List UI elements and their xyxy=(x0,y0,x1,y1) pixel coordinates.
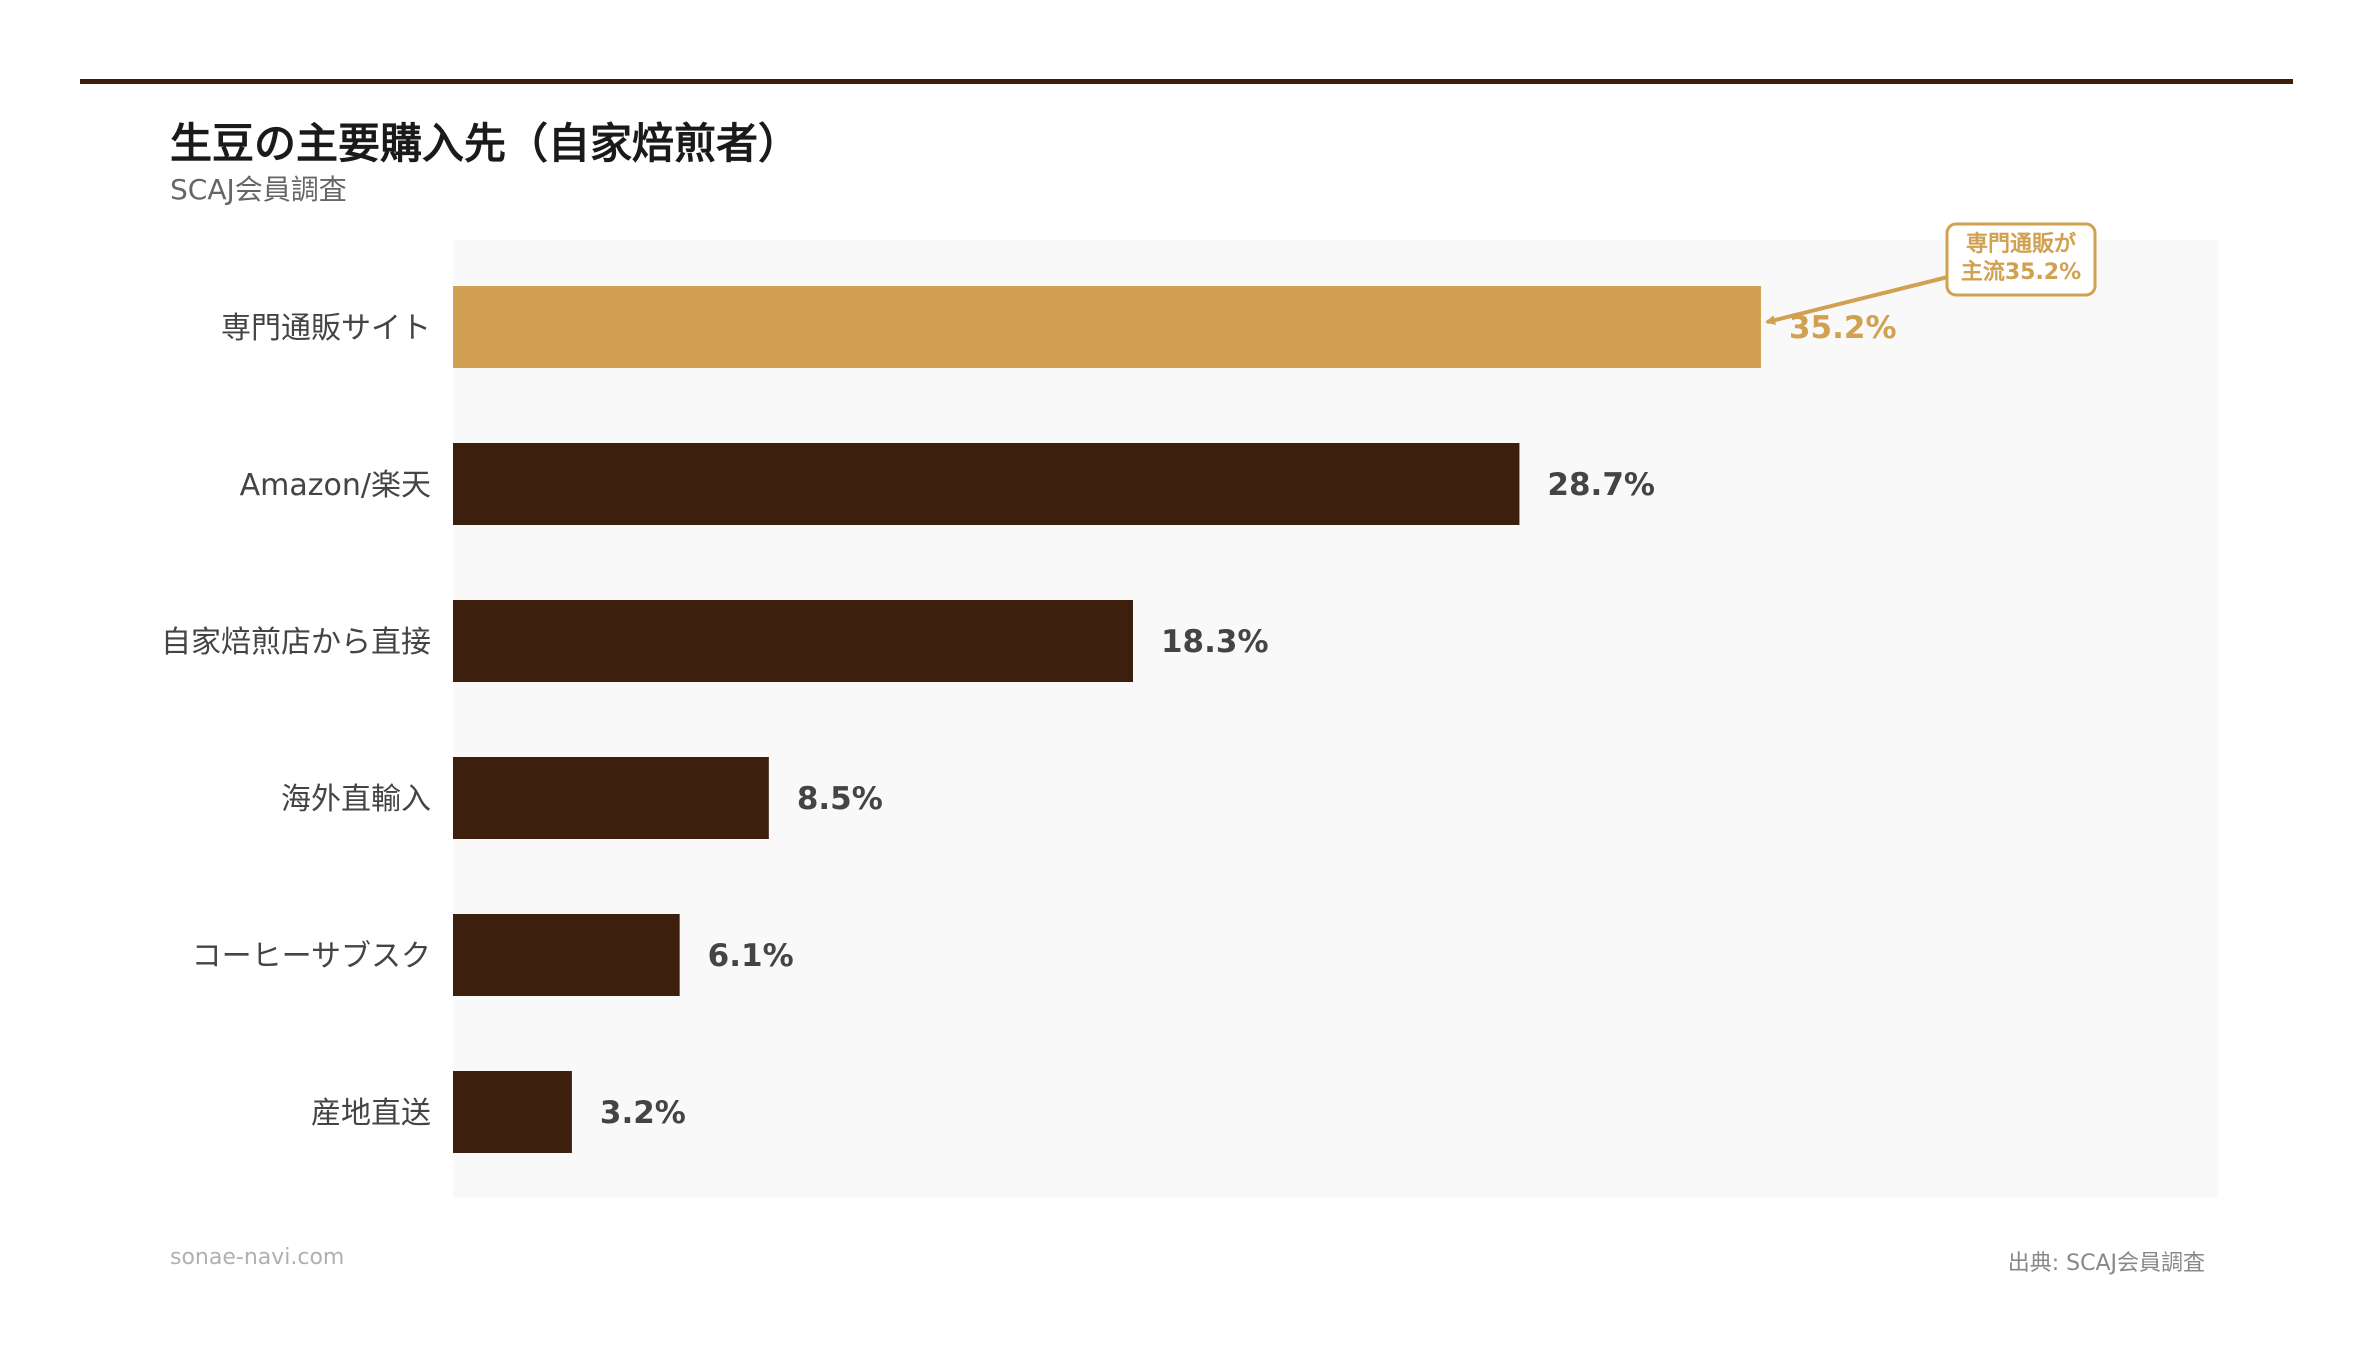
value-label-5: 3.2% xyxy=(600,1095,686,1131)
value-label-1: 28.7% xyxy=(1547,467,1655,503)
value-label-0: 35.2% xyxy=(1789,310,1897,346)
callout-arrow xyxy=(1765,275,1949,325)
category-label-3: 海外直輸入 xyxy=(281,782,431,817)
callout-line-1: 専門通販が xyxy=(1966,231,2076,257)
source-note: 出典: SCAJ会員調査 xyxy=(2007,1251,2205,1276)
bar-5 xyxy=(453,1071,572,1153)
callout-box xyxy=(1945,222,2097,297)
bar-0 xyxy=(453,286,1761,368)
bar-3 xyxy=(453,757,769,839)
bar-4 xyxy=(453,914,680,996)
value-label-3: 8.5% xyxy=(797,781,883,817)
chart-subtitle: SCAJ会員調査 xyxy=(170,173,347,206)
category-label-0: 専門通販サイト xyxy=(221,311,431,346)
bar-1 xyxy=(453,443,1520,525)
category-label-1: Amazon/楽天 xyxy=(240,468,431,503)
value-label-4: 6.1% xyxy=(708,938,794,974)
category-label-2: 自家焙煎店から直接 xyxy=(161,625,431,660)
category-label-4: コーヒーサブスク xyxy=(192,939,431,974)
value-label-2: 18.3% xyxy=(1161,624,1269,660)
callout-line-2: 主流35.2% xyxy=(1961,259,2081,285)
category-label-5: 産地直送 xyxy=(311,1096,431,1131)
chart-title: 生豆の主要購入先（自家焙煎者） xyxy=(170,119,801,168)
plot-area xyxy=(453,240,2218,1198)
top-rule xyxy=(80,79,2293,84)
callout-annotation: 専門通販が 主流35.2% xyxy=(1765,222,2097,325)
bar-2 xyxy=(453,600,1133,682)
site-credit: sonae-navi.com xyxy=(170,1245,345,1270)
